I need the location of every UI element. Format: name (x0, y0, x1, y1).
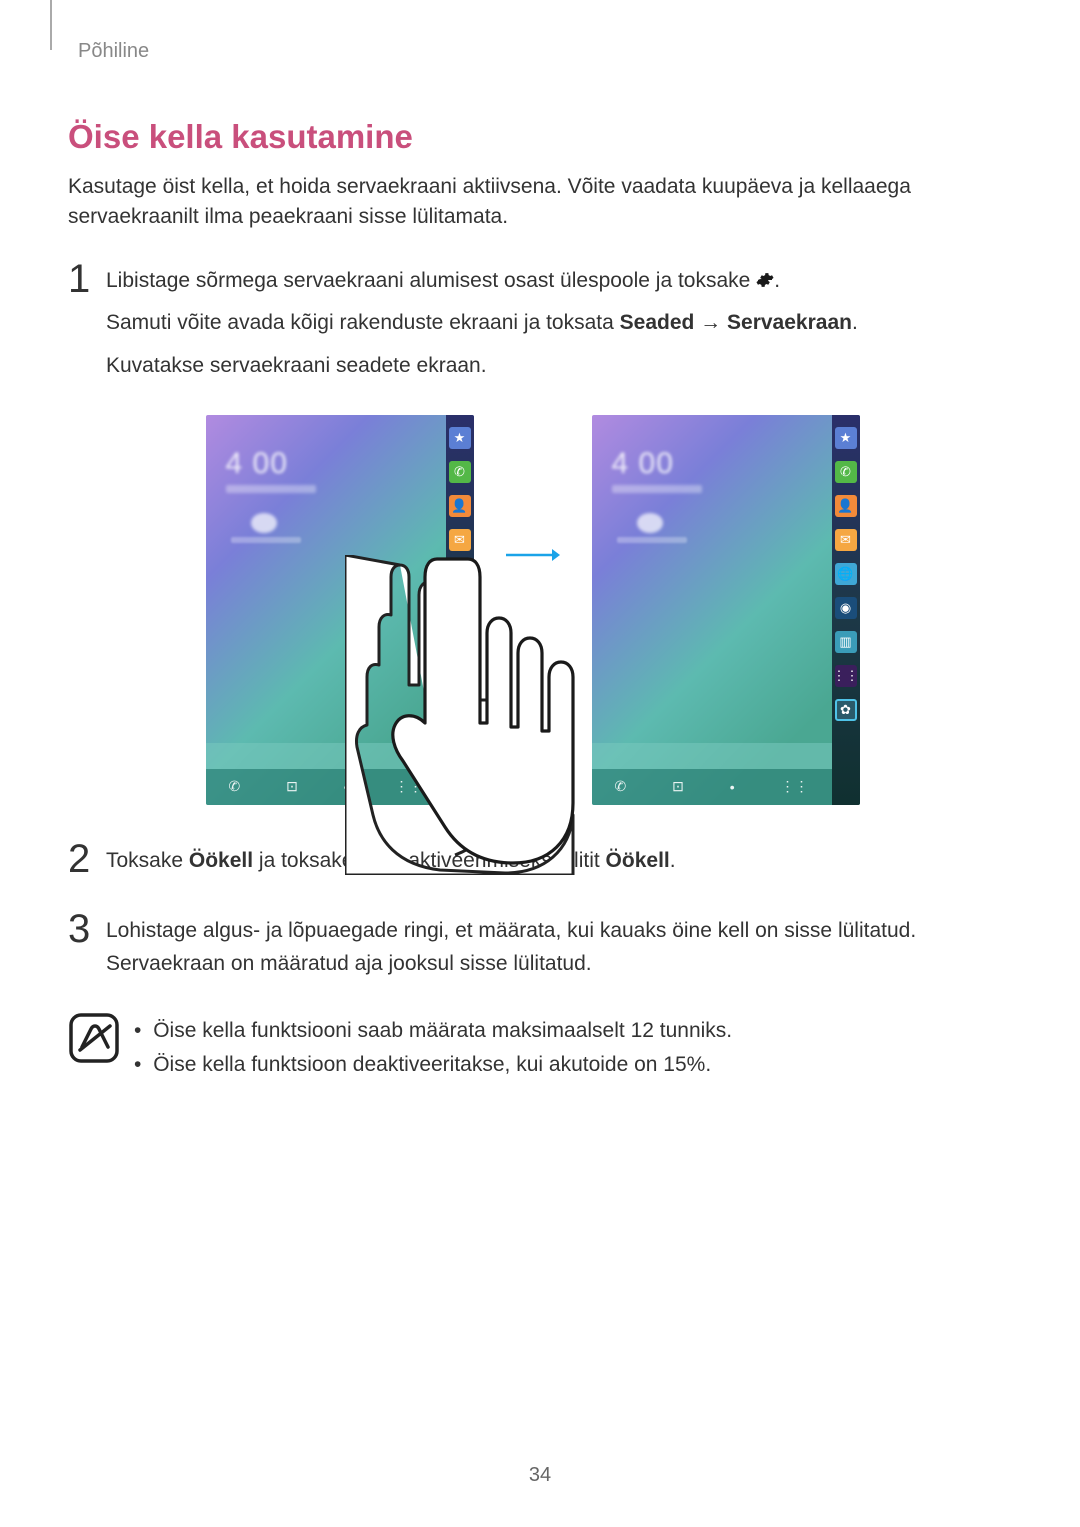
phone-icon: ✆ (449, 461, 471, 483)
figure-row: 4 00 ✆⊡•⋮⋮ ★ ✆ 👤 ✉ 🌐 ◉ 4 00 ✆⊡•⋮⋮ ★ ✆ 👤 ✉ 🌐 ◉ ▥ ⋮⋮ ✿ (60, 415, 1005, 805)
edge-bar-right: ★ ✆ 👤 ✉ 🌐 ◉ ▥ ⋮⋮ ✿ (832, 415, 860, 805)
note-item: Öise kella funktsioon deaktiveeritakse, … (134, 1048, 732, 1082)
step-text: Samuti võite avada kõigi rakenduste ekra… (106, 307, 858, 340)
mail-icon: ✉ (835, 529, 857, 551)
note-list: Öise kella funktsiooni saab määrata maks… (134, 1012, 732, 1081)
note-item: Öise kella funktsiooni saab määrata maks… (134, 1014, 732, 1048)
edge-bar-left: ★ ✆ 👤 ✉ 🌐 ◉ (446, 415, 474, 805)
arrow-right-icon (504, 545, 562, 565)
contact-icon: 👤 (835, 495, 857, 517)
step-text: Lohistage algus- ja lõpuaegade ringi, et… (106, 915, 1005, 980)
step-number: 3 (68, 909, 106, 949)
globe-icon: 🌐 (835, 563, 857, 585)
contact-icon: 👤 (449, 495, 471, 517)
mail-icon: ✉ (449, 529, 471, 551)
gear-icon (756, 271, 774, 289)
camera-icon: ◉ (835, 597, 857, 619)
step-text: Libistage sõrmega servaekraani alumisest… (106, 265, 858, 298)
step-text: Kuvatakse servaekraani seadete ekraan. (106, 350, 858, 383)
file-icon: ▥ (835, 631, 857, 653)
star-icon: ★ (835, 427, 857, 449)
camera-icon: ◉ (449, 597, 471, 619)
note-block: Öise kella funktsiooni saab määrata maks… (68, 1012, 1005, 1081)
step-number: 1 (68, 259, 106, 299)
step-3: 3Lohistage algus- ja lõpuaegade ringi, e… (68, 909, 1005, 990)
step-2: 2Toksake Öökell ja toksake selle aktivee… (68, 839, 1005, 888)
nav-bar: ✆⊡•⋮⋮ (206, 769, 446, 805)
settings-icon: ✿ (835, 699, 857, 721)
phone-screenshot-left: 4 00 ✆⊡•⋮⋮ ★ ✆ 👤 ✉ 🌐 ◉ (206, 415, 474, 805)
phone-screenshot-right: 4 00 ✆⊡•⋮⋮ ★ ✆ 👤 ✉ 🌐 ◉ ▥ ⋮⋮ ✿ (592, 415, 860, 805)
globe-icon: 🌐 (449, 563, 471, 585)
swipe-up-arrow-icon (448, 685, 472, 715)
step-text: Toksake Öökell ja toksake selle aktiveer… (106, 845, 676, 878)
more-icon: ⋮⋮ (835, 665, 857, 687)
section-title: Öise kella kasutamine (68, 118, 1005, 156)
note-icon (68, 1012, 120, 1064)
step-number: 2 (68, 839, 106, 879)
intro-paragraph: Kasutage öist kella, et hoida servaekraa… (68, 172, 1005, 233)
phone-icon: ✆ (835, 461, 857, 483)
clock-time: 4 00 (612, 447, 820, 481)
clock-time: 4 00 (226, 447, 434, 481)
breadcrumb: Põhiline (78, 40, 1005, 63)
step-1: 1Libistage sõrmega servaekraani alumises… (68, 259, 1005, 393)
nav-bar: ✆⊡•⋮⋮ (592, 769, 832, 805)
edge-handle (450, 717, 470, 743)
page-number: 34 (529, 1464, 551, 1487)
star-icon: ★ (449, 427, 471, 449)
